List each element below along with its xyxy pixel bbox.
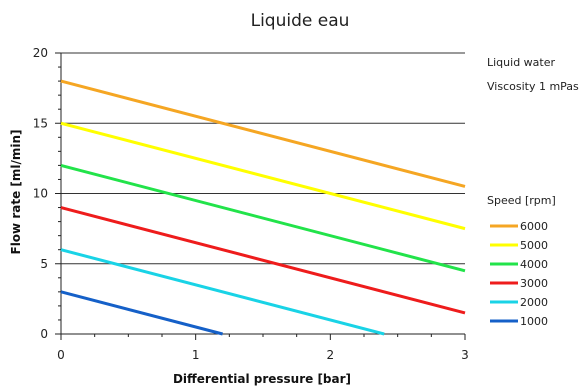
legend-label-2000: 2000 <box>520 296 548 309</box>
y-tick-label-20: 20 <box>33 46 48 60</box>
legend-label-1000: 1000 <box>520 315 548 328</box>
legend-label-3000: 3000 <box>520 277 548 290</box>
y-tick-labels: 0 5 10 15 20 <box>33 46 48 341</box>
series-line-4000 <box>60 163 466 273</box>
y-tick-label-15: 15 <box>33 116 48 130</box>
y-axis-label: Flow rate [ml/min] <box>9 129 23 254</box>
x-tick-label-3: 3 <box>461 348 469 362</box>
chart-title: Liquide eau <box>251 11 350 31</box>
x-axis-label: Differential pressure [bar] <box>173 372 351 386</box>
legend-label-4000: 4000 <box>520 258 548 271</box>
y-tick-label-10: 10 <box>33 187 48 201</box>
series-line-2000 <box>60 248 385 336</box>
series-line-1000 <box>60 290 223 336</box>
series-line-3000 <box>60 206 466 315</box>
legend-label-6000: 6000 <box>520 220 548 233</box>
series-lines <box>60 79 466 336</box>
legend: 6000 5000 4000 3000 2000 1000 <box>490 220 548 328</box>
legend-title: Speed [rpm] <box>487 194 556 207</box>
axes <box>55 52 466 340</box>
series-line-6000 <box>60 79 466 188</box>
annotation-liquid: Liquid water <box>487 56 555 69</box>
series-line-5000 <box>60 121 466 231</box>
x-tick-label-2: 2 <box>327 348 335 362</box>
y-tick-label-5: 5 <box>40 257 48 271</box>
x-tick-label-1: 1 <box>192 348 200 362</box>
x-tick-label-0: 0 <box>57 348 65 362</box>
annotation-viscosity: Viscosity 1 mPas <box>487 80 579 93</box>
gridlines <box>61 52 465 265</box>
x-tick-labels: 0 1 2 3 <box>57 348 469 362</box>
legend-label-5000: 5000 <box>520 239 548 252</box>
y-tick-label-0: 0 <box>40 327 48 341</box>
